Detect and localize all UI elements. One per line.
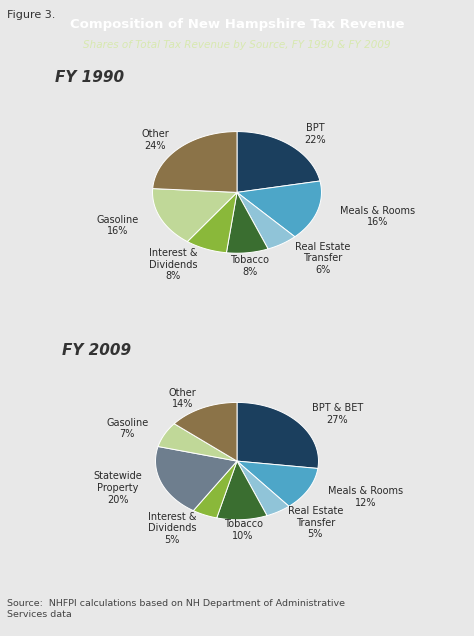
Text: Interest &
Dividends
5%: Interest & Dividends 5%: [148, 512, 197, 545]
Polygon shape: [153, 188, 237, 242]
Text: Meals & Rooms
12%: Meals & Rooms 12%: [328, 487, 403, 508]
Polygon shape: [187, 192, 237, 252]
Text: Source:  NHFPI calculations based on NH Department of Administrative
Services da: Source: NHFPI calculations based on NH D…: [7, 599, 345, 619]
Text: BPT & BET
27%: BPT & BET 27%: [311, 403, 363, 425]
Polygon shape: [227, 192, 268, 253]
Text: Tobacco
8%: Tobacco 8%: [230, 255, 269, 277]
Polygon shape: [193, 461, 237, 518]
Polygon shape: [217, 461, 267, 520]
Polygon shape: [174, 403, 237, 461]
Polygon shape: [237, 403, 319, 469]
Text: Tobacco
10%: Tobacco 10%: [224, 520, 263, 541]
Text: Statewide
Property
20%: Statewide Property 20%: [93, 471, 142, 505]
Text: Interest &
Dividends
8%: Interest & Dividends 8%: [149, 248, 197, 281]
Text: Other
14%: Other 14%: [168, 388, 196, 409]
Polygon shape: [237, 132, 320, 192]
Text: Composition of New Hampshire Tax Revenue: Composition of New Hampshire Tax Revenue: [70, 18, 404, 31]
Polygon shape: [155, 446, 237, 511]
Polygon shape: [237, 461, 289, 516]
Polygon shape: [158, 424, 237, 461]
Polygon shape: [237, 461, 318, 506]
Text: BPT
22%: BPT 22%: [304, 123, 326, 144]
Polygon shape: [237, 192, 295, 249]
Text: Real Estate
Transfer
5%: Real Estate Transfer 5%: [288, 506, 343, 539]
Text: Meals & Rooms
16%: Meals & Rooms 16%: [340, 205, 415, 227]
Polygon shape: [237, 181, 321, 237]
Text: Gasoline
7%: Gasoline 7%: [106, 418, 148, 439]
Text: Gasoline
16%: Gasoline 16%: [97, 215, 139, 237]
Polygon shape: [153, 132, 237, 192]
Text: Figure 3.: Figure 3.: [7, 10, 55, 20]
Text: Shares of Total Tax Revenue by Source, FY 1990 & FY 2009: Shares of Total Tax Revenue by Source, F…: [83, 40, 391, 50]
Text: Real Estate
Transfer
6%: Real Estate Transfer 6%: [295, 242, 350, 275]
Text: FY 1990: FY 1990: [55, 70, 125, 85]
Text: Other
24%: Other 24%: [141, 129, 169, 151]
Text: FY 2009: FY 2009: [62, 343, 131, 358]
